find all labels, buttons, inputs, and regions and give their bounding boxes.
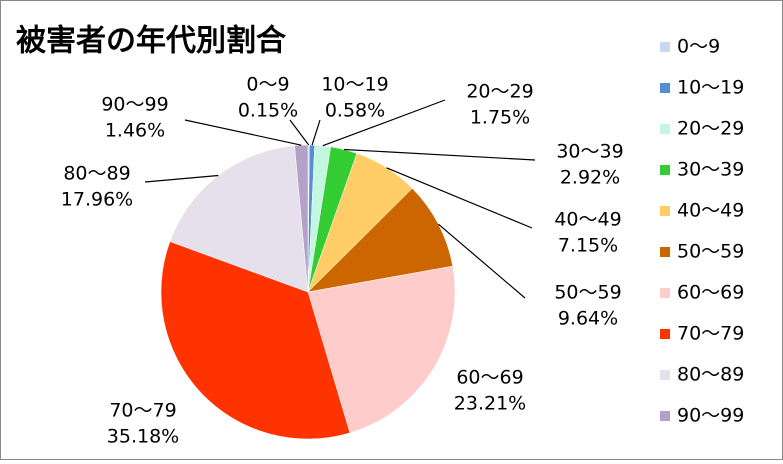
legend-swatch	[660, 288, 670, 298]
legend-label: 70～79	[677, 323, 744, 345]
legend-label: 0～9	[677, 36, 720, 58]
leader-line	[289, 119, 310, 146]
data-label-value: 35.18%	[107, 426, 179, 448]
data-label-category: 10～19	[321, 74, 388, 96]
data-label-category: 70～79	[109, 400, 176, 422]
legend-label: 90～99	[677, 405, 744, 427]
legend-swatch	[660, 329, 670, 339]
data-label-category: 0～9	[246, 74, 289, 96]
leader-line	[343, 148, 536, 161]
legend-label: 20～29	[677, 118, 744, 140]
legend-swatch	[660, 411, 670, 421]
data-label-category: 20～29	[466, 81, 533, 103]
data-label-value: 23.21%	[454, 393, 526, 415]
data-label-category: 40～49	[554, 209, 621, 231]
legend-swatch	[660, 124, 670, 134]
pie-slice	[169, 145, 309, 293]
pie-slice	[307, 265, 456, 434]
leader-line	[386, 167, 533, 229]
data-label-value: 0.15%	[238, 100, 298, 122]
pie-slice	[307, 188, 454, 293]
data-label-category: 90～99	[101, 94, 168, 116]
data-label-value: 9.64%	[558, 308, 618, 330]
legend-label: 40～49	[677, 200, 744, 222]
leader-line	[144, 174, 219, 183]
leader-line	[322, 99, 446, 147]
data-label-value: 1.75%	[470, 107, 530, 129]
data-label-category: 30～39	[556, 141, 623, 163]
data-label-category: 60～69	[456, 367, 523, 389]
legend-label: 60～69	[677, 282, 744, 304]
data-label-value: 17.96%	[61, 189, 133, 211]
legend-label: 30～39	[677, 159, 744, 181]
legend-swatch	[660, 206, 670, 216]
data-label-value: 1.46%	[105, 120, 165, 142]
legend-swatch	[660, 42, 670, 52]
data-label-value: 2.92%	[560, 167, 620, 189]
legend-swatch	[660, 83, 670, 93]
legend-label: 10～19	[677, 77, 744, 99]
legend-swatch	[660, 370, 670, 380]
legend-swatch	[660, 247, 670, 257]
leader-line	[438, 223, 526, 299]
leader-line	[311, 119, 321, 146]
chart-title: 被害者の年代別割合	[16, 24, 286, 59]
data-label-category: 80～89	[63, 163, 130, 185]
data-label-category: 50～59	[554, 282, 621, 304]
legend-label: 80～89	[677, 364, 744, 386]
data-label-value: 0.58%	[325, 100, 385, 122]
data-label-value: 7.15%	[558, 235, 618, 257]
pie-slice	[160, 241, 351, 440]
leader-line	[184, 119, 302, 146]
legend-label: 50～59	[677, 241, 744, 263]
pie-slice	[294, 144, 309, 293]
legend-swatch	[660, 165, 670, 175]
